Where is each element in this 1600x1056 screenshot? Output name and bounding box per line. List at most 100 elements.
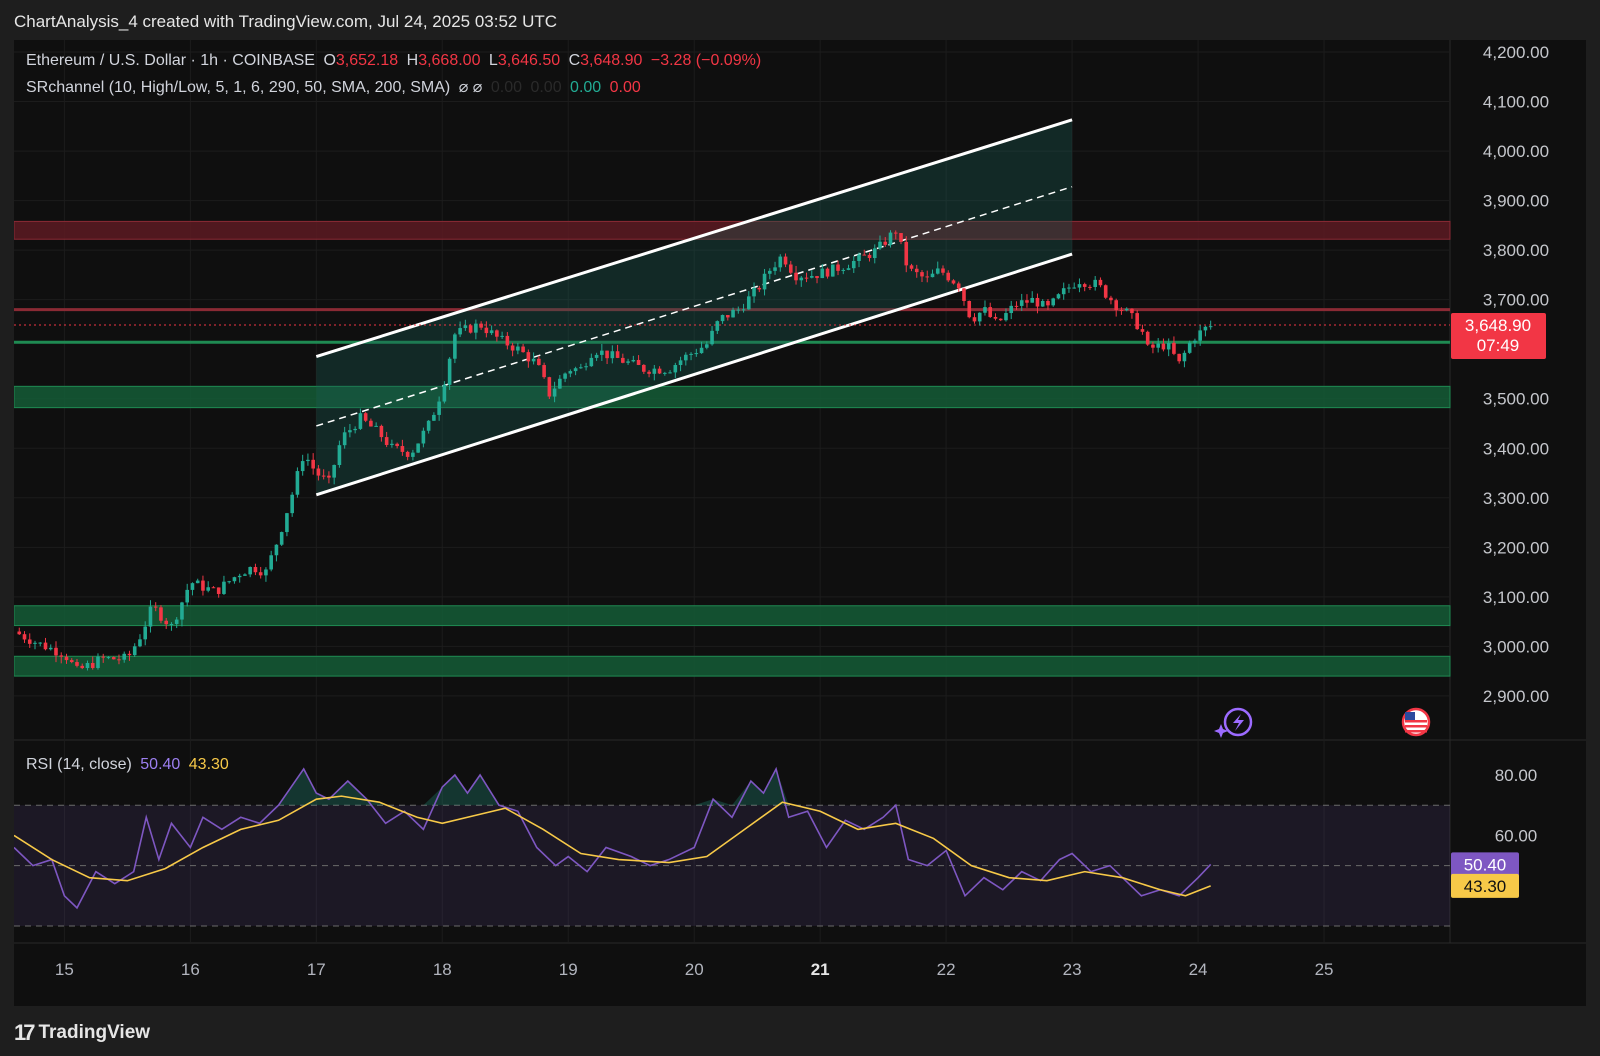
candle-body — [1014, 305, 1019, 307]
y-tick-label: 3,700.00 — [1483, 291, 1549, 310]
candle-body — [521, 346, 525, 353]
y-tick-label: 3,300.00 — [1483, 489, 1549, 508]
candle-body — [1145, 331, 1150, 345]
candle-body — [332, 464, 336, 478]
candle-body — [542, 365, 546, 378]
candle-body — [132, 646, 137, 656]
candle-body — [615, 351, 620, 358]
candle-body — [584, 366, 588, 368]
candle-body — [43, 642, 48, 650]
candle-body — [552, 388, 557, 397]
candle-body — [243, 574, 247, 576]
candle-body — [279, 532, 284, 545]
rsi-y-tick-label: 60.00 — [1495, 826, 1538, 845]
candle-body — [741, 309, 746, 311]
candle-body — [489, 330, 494, 334]
candle-body — [48, 647, 53, 650]
candle-body — [227, 581, 231, 583]
y-tick-label: 4,100.00 — [1483, 93, 1549, 112]
x-tick-label: 25 — [1315, 960, 1334, 979]
candle-body — [930, 273, 935, 278]
candle-body — [626, 361, 630, 363]
candle-body — [998, 318, 1003, 321]
x-tick-label: 21 — [811, 960, 830, 979]
candle-body — [579, 367, 583, 369]
candle-body — [773, 267, 777, 271]
candle-body — [809, 276, 814, 278]
candle-body — [815, 276, 819, 279]
candle-body — [374, 425, 378, 427]
indicator-hidden-icons[interactable]: ⌀ ⌀ — [458, 79, 483, 96]
candle-body — [500, 335, 504, 337]
candle-body — [269, 555, 273, 570]
candle-body — [1203, 326, 1208, 331]
candle-body — [390, 443, 394, 445]
channel-upper-line — [315, 118, 1073, 359]
candle-body — [1130, 308, 1134, 314]
candle-body — [479, 323, 483, 328]
tradingview-footer[interactable]: 17 TradingView — [14, 1020, 150, 1046]
candle-body — [290, 494, 294, 514]
candle-body — [673, 364, 678, 373]
candle-body — [101, 656, 106, 658]
last-price-tag[interactable] — [1451, 312, 1546, 359]
candle-body — [862, 254, 867, 256]
candle-body — [405, 451, 410, 457]
candle-body — [400, 446, 405, 452]
support-zone — [14, 385, 1451, 409]
candle-body — [851, 260, 856, 269]
candle-body — [1182, 352, 1187, 362]
candle-body — [967, 300, 972, 318]
resistance-zone — [14, 220, 1451, 240]
candle-body — [746, 296, 751, 310]
candle-body — [348, 430, 352, 433]
candle-body — [726, 315, 730, 318]
candle-body — [169, 623, 174, 625]
candle-body — [416, 443, 420, 453]
x-tick-label: 19 — [559, 960, 578, 979]
rsi-ma-tag — [1451, 873, 1519, 898]
y-tick-label: 2,900.00 — [1483, 687, 1549, 706]
candle-body — [1035, 297, 1040, 307]
x-tick-label: 22 — [937, 960, 956, 979]
candle-body — [600, 350, 604, 355]
candle-body — [64, 656, 69, 661]
candle-body — [636, 359, 641, 365]
candle-body — [159, 607, 163, 621]
candle-body — [904, 241, 909, 266]
rsi-line — [14, 766, 1212, 910]
indicator-legend[interactable]: SRchannel (10, High/Low, 5, 1, 6, 290, 5… — [26, 77, 645, 97]
candle-body — [1161, 343, 1166, 350]
indicator-value-2: 0.00 — [530, 79, 562, 96]
rsi-ma-legend-value: 43.30 — [188, 756, 229, 773]
rsi-legend[interactable]: RSI (14, close) 50.40 43.30 — [26, 756, 233, 774]
candle-body — [1119, 310, 1124, 312]
candle-body — [1046, 300, 1050, 306]
chart-frame[interactable]: 15 16 17 18 19 20 21 22 23 24 25 4,200.00 4,100.00 4,… — [14, 40, 1586, 1006]
lightning-icon[interactable] — [1223, 707, 1253, 737]
candle-body — [642, 364, 646, 372]
candle-body — [1030, 297, 1035, 303]
symbol-legend[interactable]: Ethereum / U.S. Dollar · 1h · COINBASE O… — [26, 52, 765, 70]
candle-body — [788, 264, 793, 273]
candle-body — [1077, 284, 1082, 288]
candle-body — [888, 232, 893, 245]
high-value: 3,668.00 — [418, 52, 481, 69]
candle-body — [264, 569, 268, 576]
candle-body — [59, 655, 64, 657]
candle-body — [1135, 313, 1139, 330]
price-chart-svg[interactable]: 15 16 17 18 19 20 21 22 23 24 25 4,200.00 4,100.00 4,… — [14, 40, 1586, 1006]
lightning-bolt-icon — [1233, 714, 1244, 731]
candle-body — [846, 268, 851, 270]
change-value: −3.28 (−0.09%) — [650, 52, 762, 69]
candle-body — [705, 344, 709, 348]
candle-body — [411, 452, 415, 457]
candle-body — [663, 372, 667, 374]
symbol-label: Ethereum / U.S. Dollar · 1h · COINBASE — [26, 52, 315, 69]
candle-body — [568, 371, 573, 374]
x-tick-label: 24 — [1189, 960, 1208, 979]
candle-body — [799, 277, 804, 281]
candle-body — [206, 587, 210, 591]
candle-body — [715, 321, 720, 331]
candle-body — [736, 309, 741, 311]
